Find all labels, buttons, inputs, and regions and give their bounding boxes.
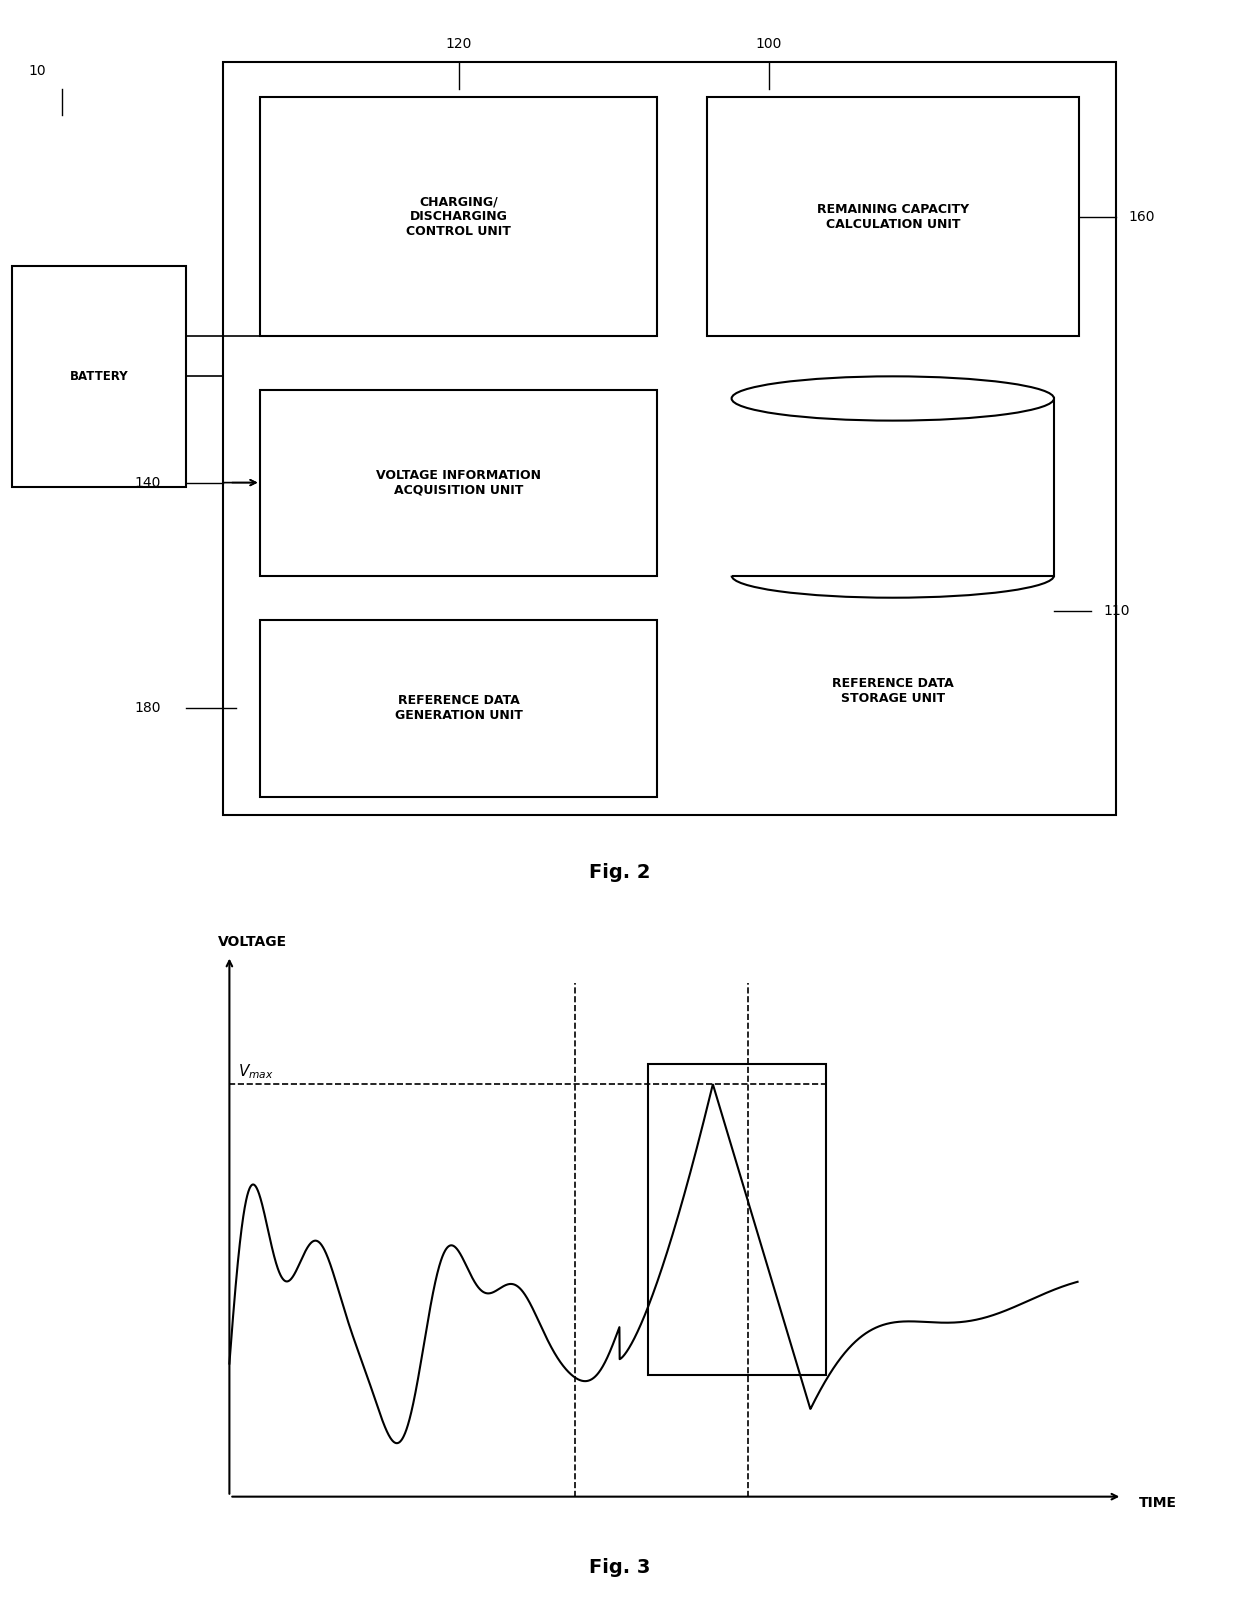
Text: VOLTAGE INFORMATION
ACQUISITION UNIT: VOLTAGE INFORMATION ACQUISITION UNIT [376, 469, 542, 496]
FancyBboxPatch shape [260, 620, 657, 797]
Text: TIME: TIME [1140, 1496, 1177, 1510]
Text: 180: 180 [135, 702, 161, 715]
Text: REMAINING CAPACITY
CALCULATION UNIT: REMAINING CAPACITY CALCULATION UNIT [817, 203, 968, 230]
Bar [649, 1064, 826, 1375]
Ellipse shape [732, 377, 1054, 420]
Text: VOLTAGE: VOLTAGE [218, 935, 288, 948]
FancyBboxPatch shape [223, 61, 1116, 815]
Text: REFERENCE DATA
GENERATION UNIT: REFERENCE DATA GENERATION UNIT [394, 694, 523, 723]
Text: $V_{max}$: $V_{max}$ [238, 1063, 274, 1080]
Text: 140: 140 [135, 475, 161, 489]
Text: 120: 120 [445, 37, 472, 52]
Text: BATTERY: BATTERY [69, 370, 129, 383]
Text: 160: 160 [1128, 209, 1154, 224]
Polygon shape [732, 399, 1054, 575]
Text: REFERENCE DATA
STORAGE UNIT: REFERENCE DATA STORAGE UNIT [832, 676, 954, 705]
Text: 10: 10 [29, 64, 46, 77]
FancyBboxPatch shape [260, 97, 657, 336]
Text: Fig. 2: Fig. 2 [589, 863, 651, 882]
FancyBboxPatch shape [260, 390, 657, 575]
Text: Fig. 3: Fig. 3 [589, 1558, 651, 1578]
Text: CHARGING/
DISCHARGING
CONTROL UNIT: CHARGING/ DISCHARGING CONTROL UNIT [407, 195, 511, 238]
FancyBboxPatch shape [12, 266, 186, 486]
Text: 110: 110 [1104, 604, 1130, 618]
FancyBboxPatch shape [707, 97, 1079, 336]
Text: 100: 100 [755, 37, 782, 52]
